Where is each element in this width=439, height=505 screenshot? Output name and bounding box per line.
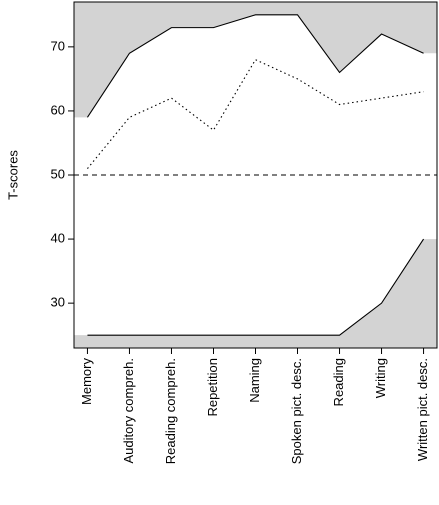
y-tick-label: 70 [51, 38, 65, 53]
series-line [86, 14, 424, 118]
y-tick-label: 60 [51, 102, 65, 117]
band-fill [74, 2, 437, 118]
x-tick-label: Naming [247, 358, 262, 403]
x-tick-label: Written pict. desc. [415, 358, 430, 461]
y-tick-label: 40 [51, 231, 65, 246]
x-tick-label: Repetition [205, 358, 220, 417]
x-tick-label: Writing [373, 358, 388, 398]
x-tick-label: Reading compreh. [163, 358, 178, 464]
x-tick-label: Auditory compreh. [121, 358, 136, 464]
x-tick-label: Spoken pict. desc. [289, 358, 304, 464]
y-axis-label: T-scores [5, 150, 20, 200]
y-tick-label: 30 [51, 295, 65, 310]
y-tick-label: 50 [51, 166, 65, 181]
band-fill [74, 239, 437, 348]
series-line [87, 58, 424, 169]
x-tick-label: Memory [79, 358, 94, 405]
series-line [87, 238, 425, 336]
x-tick-label: Reading [331, 358, 346, 406]
